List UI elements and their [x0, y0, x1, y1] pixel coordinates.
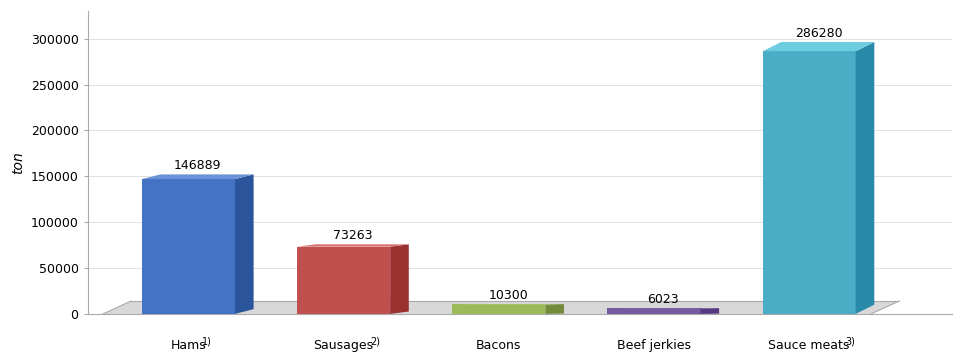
- Bar: [763, 51, 856, 314]
- Text: Sauce meats: Sauce meats: [768, 339, 849, 352]
- Polygon shape: [700, 308, 719, 314]
- Text: 286280: 286280: [794, 26, 843, 40]
- Y-axis label: ton: ton: [12, 151, 25, 174]
- Text: 146889: 146889: [174, 159, 221, 172]
- Text: 6023: 6023: [647, 293, 679, 306]
- Text: Beef jerkies: Beef jerkies: [617, 339, 691, 352]
- Polygon shape: [545, 304, 564, 314]
- Text: 1): 1): [202, 336, 212, 346]
- Polygon shape: [856, 42, 874, 314]
- Text: Sausages: Sausages: [314, 339, 374, 352]
- Text: 2): 2): [370, 336, 380, 346]
- Bar: [142, 179, 235, 314]
- Bar: [297, 247, 390, 314]
- Text: Bacons: Bacons: [476, 339, 522, 352]
- Polygon shape: [142, 174, 253, 179]
- Bar: [608, 308, 700, 314]
- Polygon shape: [763, 42, 874, 51]
- Polygon shape: [103, 301, 899, 314]
- Text: Hams: Hams: [170, 339, 206, 352]
- Polygon shape: [235, 174, 253, 314]
- Bar: [453, 305, 545, 314]
- Polygon shape: [297, 244, 408, 247]
- Text: 3): 3): [845, 336, 855, 346]
- Text: 10300: 10300: [488, 289, 528, 302]
- Polygon shape: [390, 244, 408, 314]
- Text: 73263: 73263: [333, 229, 373, 242]
